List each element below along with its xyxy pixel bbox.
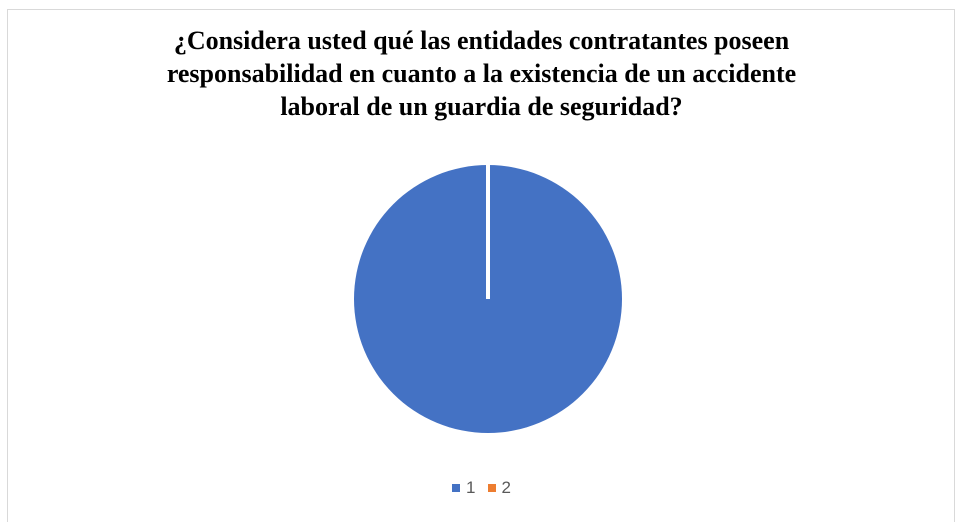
chart-title-line-3: laboral de un guardia de seguridad? bbox=[280, 92, 683, 121]
chart-title: ¿Considera usted qué las entidades contr… bbox=[0, 24, 963, 123]
legend-label-1: 1 bbox=[466, 478, 476, 497]
legend-label-2: 2 bbox=[501, 478, 511, 497]
chart-title-line-2: responsabilidad en cuanto a la existenci… bbox=[166, 59, 797, 88]
legend-item-1: 1 bbox=[452, 478, 476, 498]
legend-swatch-1 bbox=[452, 484, 461, 492]
legend-swatch-2 bbox=[487, 484, 496, 492]
chart-title-line-1: ¿Considera usted qué las entidades contr… bbox=[173, 26, 790, 55]
legend-item-2: 2 bbox=[487, 478, 511, 498]
